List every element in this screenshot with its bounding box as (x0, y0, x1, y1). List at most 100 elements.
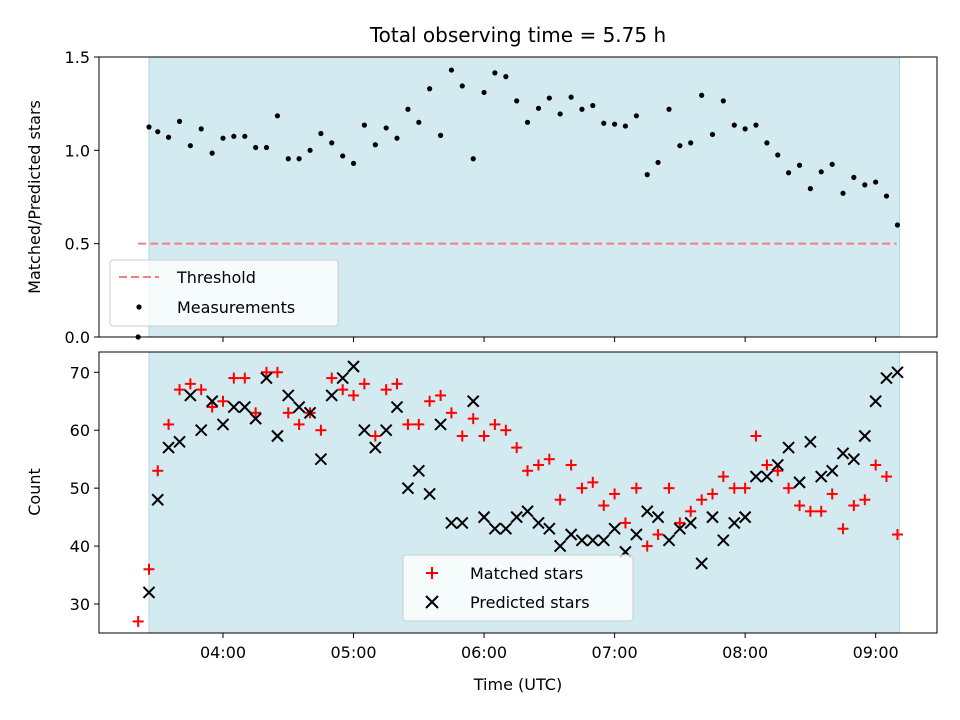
measurement-point (611, 121, 618, 127)
matched-star-point (848, 500, 860, 512)
matched-star-point (132, 615, 144, 627)
x-axis-label: Time (UTC) (473, 675, 562, 694)
predicted-star-point (869, 395, 882, 408)
measurement-point (677, 143, 683, 149)
measurement-point (427, 86, 433, 92)
matched-star-point (424, 395, 436, 407)
predicted-star-point (477, 510, 491, 524)
predicted-star-point (260, 371, 273, 385)
measurement-point (146, 124, 152, 130)
matched-star-point (348, 389, 360, 401)
predicted-star-point (651, 510, 665, 524)
measurement-point (187, 143, 193, 149)
matched-star-point (239, 372, 251, 384)
measurement-point (459, 83, 465, 89)
measurement-point (601, 120, 607, 126)
measurement-point (785, 170, 792, 176)
matched-star-point (815, 505, 827, 517)
legend-predicted-label: Predicted stars (470, 593, 590, 612)
predicted-star-point (325, 389, 338, 402)
predicted-star-point (717, 534, 730, 547)
bottom-panel: 04:00 05:00 06:00 07:00 08:00 09:00 30 40 50 60 70… (25, 351, 938, 694)
legend-measurements-label: Measurements (177, 298, 295, 317)
measurement-point (742, 126, 748, 132)
matched-star-point (685, 505, 697, 517)
measurement-point (753, 122, 759, 128)
matched-star-point (772, 465, 784, 477)
measurement-point (372, 142, 378, 148)
measurement-point (263, 144, 270, 151)
measurement-point (666, 106, 672, 112)
measurement-point (350, 160, 357, 166)
matched-star-point (532, 459, 544, 471)
predicted-star-point (456, 516, 469, 530)
predicted-star-point (303, 406, 317, 420)
measurement-point (546, 95, 552, 101)
matched-star-point (369, 430, 381, 442)
predicted-star-point (608, 522, 621, 535)
predicted-star-point (401, 481, 415, 495)
predicted-star-point (434, 418, 447, 431)
predicted-star-point (858, 429, 872, 443)
measurement-point (557, 111, 563, 117)
measurement-point (764, 140, 770, 146)
top-y-axis-label: Matched/Predicted stars (25, 100, 44, 294)
matched-star-point (674, 517, 686, 529)
bottom-panel-frame (98, 351, 938, 634)
measurement-point (840, 190, 846, 196)
top-y-tick-label: 0.5 (65, 235, 90, 254)
matched-star-point (402, 418, 414, 430)
predicted-star-point (238, 400, 252, 414)
predicted-star-point (597, 534, 610, 547)
matched-star-point (587, 476, 599, 488)
matched-star-point (880, 471, 892, 483)
predicted-star-point (836, 447, 850, 460)
predicted-star-point (684, 516, 697, 530)
measurement-point (405, 106, 411, 112)
matched-star-point (554, 494, 566, 506)
matched-star-point (195, 384, 207, 396)
predicted-star-point (804, 435, 817, 449)
bottom-y-tick-label: 70 (70, 363, 90, 382)
measurement-point (340, 153, 346, 159)
measurement-point (318, 130, 324, 137)
matched-star-point (728, 482, 740, 494)
measurement-point (503, 74, 509, 80)
measurement-point (329, 140, 335, 146)
matched-star-point (174, 384, 186, 396)
measurement-point (198, 126, 204, 132)
predicted-star-point (662, 534, 676, 547)
matched-star-point (413, 418, 425, 430)
matched-star-point (260, 366, 272, 378)
predicted-star-point (891, 366, 904, 379)
measurement-point (720, 98, 726, 104)
measurement-point (622, 123, 629, 129)
measurement-point (231, 133, 237, 139)
top-panel: 0.0 0.5 1.0 1.5 Matched/Predicted stars Thr… (25, 48, 938, 347)
top-y-tick-label: 0.0 (65, 328, 90, 347)
measurement-point (296, 156, 302, 162)
measurement-point (307, 147, 313, 153)
x-tick-label: 09:00 (853, 643, 899, 662)
matched-star-point (826, 488, 838, 500)
predicted-star-point (532, 516, 545, 530)
matched-star-point (391, 378, 403, 390)
measurement-point (448, 67, 455, 73)
measurement-point (709, 131, 716, 138)
matched-star-point (750, 430, 762, 442)
matched-star-point (891, 529, 903, 541)
matched-star-point (271, 366, 283, 378)
top-y-tick-label: 1.0 (65, 141, 90, 160)
x-tick-label: 07:00 (592, 643, 638, 662)
predicted-star-point (369, 441, 382, 454)
matched-star-point (478, 430, 490, 442)
matched-star-point (706, 488, 718, 500)
predicted-star-point (227, 400, 241, 414)
bottom-y-tick-label: 40 (70, 537, 90, 556)
x-tick-label: 08:00 (722, 643, 768, 662)
predicted-star-point (151, 493, 164, 506)
matched-star-point (837, 523, 849, 535)
measurement-point (883, 193, 890, 199)
predicted-star-point (738, 510, 752, 524)
bottom-y-tick-label: 30 (70, 595, 90, 614)
